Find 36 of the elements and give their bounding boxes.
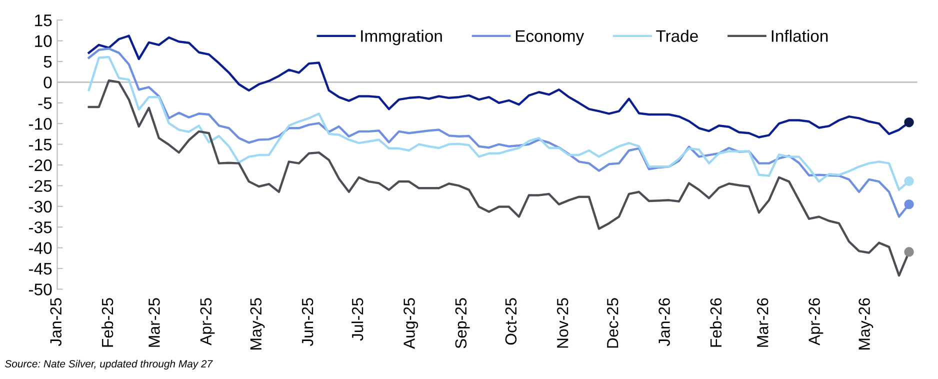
x-tick-label: Jan-25 (50, 298, 62, 346)
x-tick-label: Apr-26 (808, 298, 824, 346)
y-tick-label: -15 (29, 138, 52, 150)
y-tick-label: -20 (29, 159, 52, 172)
y-tick-label: -5 (38, 97, 52, 110)
x-tick-label: May-26 (858, 298, 874, 350)
x-tick-label: Nov-25 (556, 298, 568, 348)
x-tick-label: Jun-25 (302, 298, 314, 346)
source-note: Source: Nate Silver, updated through May 27 (4, 360, 213, 370)
y-tick-label: -45 (29, 263, 52, 275)
y-tick-label: -40 (29, 242, 52, 254)
x-tick-label: May-25 (250, 298, 265, 350)
legend-label: Inflation (772, 30, 828, 42)
y-tick-label: -35 (29, 221, 52, 234)
x-tick-label: Dec-25 (606, 298, 618, 348)
x-tick-label: Jul-25 (351, 298, 364, 341)
x-tick-label: Mar-26 (756, 298, 768, 347)
x-tick-label: Mar-25 (148, 298, 160, 347)
x-tick-label: Feb-26 (710, 298, 722, 347)
y-tick-label: 0 (44, 76, 52, 88)
y-tick-label: -50 (29, 284, 52, 296)
y-tick-label: -10 (29, 118, 52, 130)
x-tick-label: Jan-26 (658, 298, 670, 346)
y-tick-label: -30 (29, 200, 52, 213)
legend-label: Economy (516, 30, 584, 46)
x-tick-label: Feb-25 (101, 298, 114, 347)
x-tick-label: Oct-25 (505, 298, 517, 345)
y-tick-label: -25 (29, 180, 52, 192)
x-tick-label: Sep-25 (455, 298, 470, 348)
y-tick-label: 15 (35, 14, 52, 26)
y-tick-label: 5 (44, 56, 52, 68)
x-tick-label: Aug-25 (404, 298, 418, 349)
legend-label: Trade (656, 30, 698, 42)
legend-label: Immgration (361, 30, 442, 46)
x-tick-label: Apr-25 (200, 298, 215, 346)
y-tick-label: 10 (35, 35, 52, 47)
